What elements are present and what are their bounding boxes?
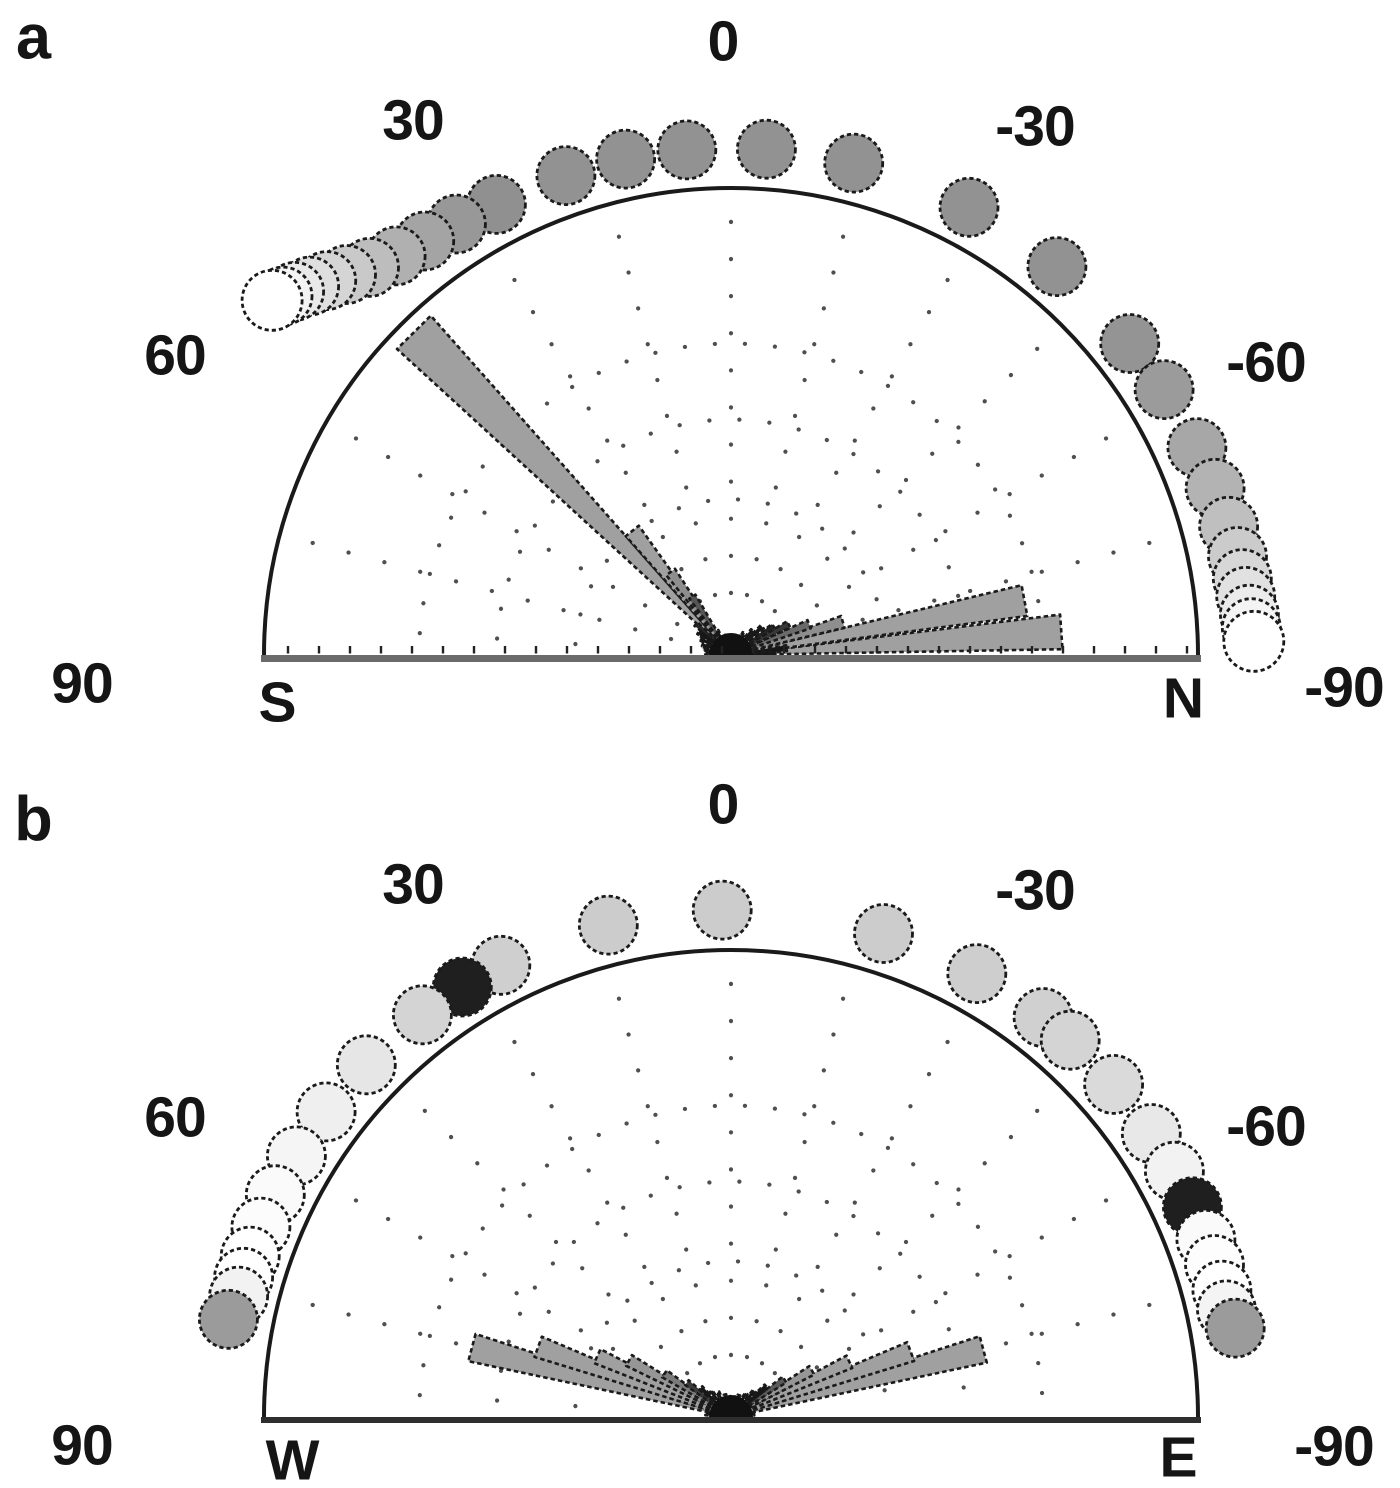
panel-a-tick--30: -30 [995,94,1075,159]
orientation-dot [1083,1054,1144,1115]
orientation-dot [938,176,1000,238]
panel-a-cardinal-left: S [258,670,296,735]
orientation-dot [1039,1009,1101,1071]
panel-a-cardinal-right: N [1162,666,1204,731]
orientation-dot [1133,359,1195,421]
panel-b-tick--30: -30 [995,858,1075,923]
orientation-dot [736,118,797,180]
panel-b-tick-30: 30 [382,852,444,917]
panel-b-letter: b [14,784,52,855]
panel-b-tick-90: 90 [51,1413,113,1478]
orientation-dot [823,132,885,194]
orientation-dot [691,879,753,941]
orientation-dot [1204,1297,1266,1359]
panel-a-letter: a [15,2,51,73]
panel-a-tick-60: 60 [144,323,206,388]
panel-a-tick-0: 0 [707,9,740,74]
orientation-dot [577,894,639,956]
center-cluster [709,633,753,655]
orientation-dot [1099,313,1161,374]
panel-b-tick--60: -60 [1226,1094,1306,1159]
orientation-dot [295,1081,357,1143]
orientation-dot [1026,236,1088,298]
orientation-dot [595,128,656,190]
semicircle-outline [262,186,1200,656]
rose-wedge [729,613,1064,657]
orientation-dot [335,1034,397,1096]
panel-b-tick-60: 60 [144,1085,206,1150]
panel-b-cardinal-right: E [1159,1425,1197,1488]
orientation-dot [656,119,718,181]
panel-a-tick--60: -60 [1226,330,1306,395]
orientation-dot [1222,609,1286,673]
orientation-dot [240,268,304,332]
panel-b [197,879,1266,1423]
semicircle-outline [262,948,1200,1418]
panel-a-tick--90: -90 [1304,655,1384,720]
panel-a [240,118,1286,673]
panel-b-cardinal-left: W [265,1428,320,1488]
panel-b-tick--90: -90 [1294,1414,1374,1479]
orientation-dot [946,943,1008,1004]
orientation-dot [391,984,453,1046]
plot-area [264,950,1198,1417]
orientation-dot [197,1288,259,1350]
panel-b-tick-0: 0 [707,772,740,837]
rose-wedge [729,583,1029,657]
panel-a-tick-90: 90 [51,651,113,716]
plot-area [264,188,1198,655]
orientation-dot [853,903,914,964]
orientation-dot [535,145,597,207]
center-cluster [709,1395,753,1417]
rose-wedge [395,314,733,657]
panel-a-tick-30: 30 [382,88,444,153]
